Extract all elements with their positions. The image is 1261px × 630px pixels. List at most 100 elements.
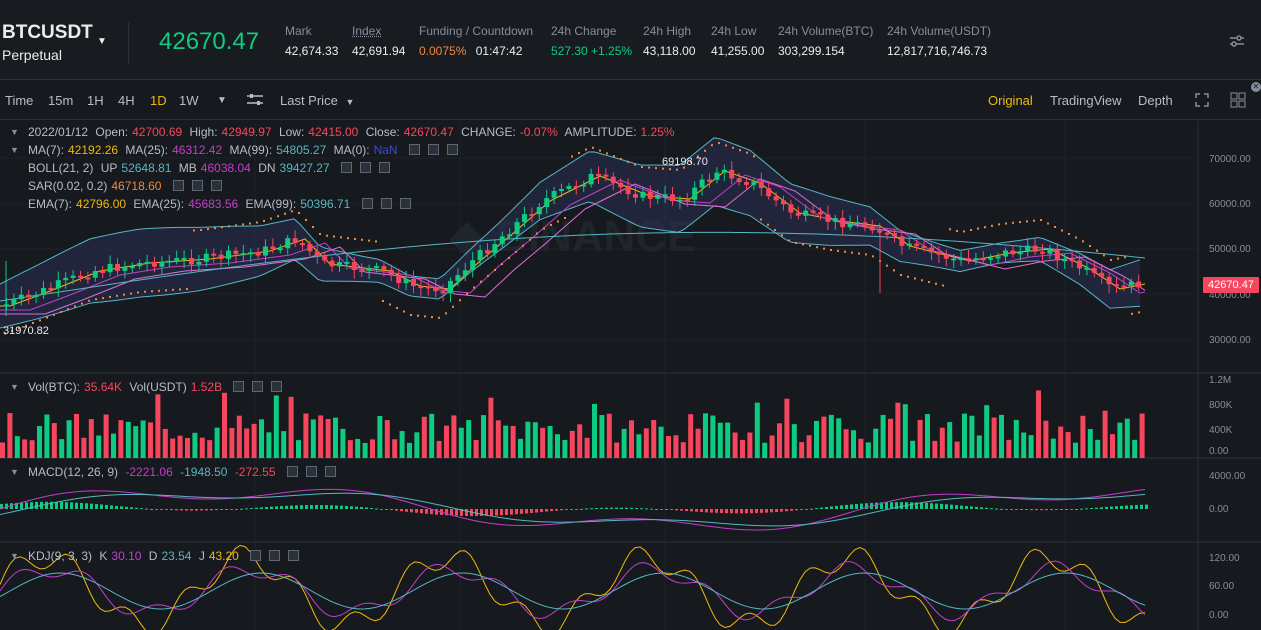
volume-bar <box>917 419 923 458</box>
volume-bar <box>836 418 842 458</box>
candle-body <box>721 169 727 173</box>
macd-hist-bar <box>10 503 13 509</box>
current-price-tag: 42670.47 <box>1203 277 1259 293</box>
layout-grid-icon[interactable] <box>1230 92 1246 108</box>
symbol-dropdown-icon[interactable]: ▼ <box>97 36 107 47</box>
sar-dot <box>998 223 1000 226</box>
macd-hist-bar <box>1015 509 1018 510</box>
eye-icon[interactable] <box>233 381 245 392</box>
collapse-arrow-icon[interactable]: ▼ <box>10 382 19 392</box>
candle-body <box>159 261 165 267</box>
macd-hist-bar <box>950 504 953 509</box>
interval-1w[interactable]: 1W <box>179 93 199 108</box>
interval-15m[interactable]: 15m <box>48 93 74 108</box>
kdj-k-value: 30.10 <box>111 549 142 563</box>
sar-dot <box>39 319 41 322</box>
gear-icon[interactable] <box>191 180 203 191</box>
sar-dot <box>46 316 48 319</box>
macd-hist-bar <box>680 509 683 511</box>
collapse-arrow-icon[interactable]: ▼ <box>10 551 19 561</box>
gear-icon[interactable] <box>359 162 371 173</box>
more-intervals-dropdown-icon[interactable]: ▼ <box>217 95 227 106</box>
sar-dot <box>984 226 986 229</box>
eye-icon[interactable] <box>286 466 298 477</box>
candle-body <box>455 275 461 281</box>
interval-1h[interactable]: 1H <box>87 93 104 108</box>
sar-dot <box>123 293 125 296</box>
close-icon[interactable] <box>446 144 458 155</box>
sar-dot <box>179 288 181 291</box>
macd-hist-bar <box>355 506 358 509</box>
symbol-name[interactable]: BTCUSDT <box>2 22 93 43</box>
eye-icon[interactable] <box>340 162 352 173</box>
close-icon[interactable] <box>399 198 411 209</box>
view-depth[interactable]: Depth <box>1138 93 1173 108</box>
candle-body <box>892 233 897 237</box>
candle-body <box>41 287 46 295</box>
price-axis-label: 30000.00 <box>1209 335 1251 346</box>
volume-bar <box>229 427 235 458</box>
eye-icon[interactable] <box>361 198 373 209</box>
volume-bar <box>148 422 153 458</box>
sar-dot <box>347 237 349 240</box>
candle-body <box>388 269 394 275</box>
close-icon[interactable] <box>271 381 283 392</box>
gear-icon[interactable] <box>427 144 439 155</box>
candle-body <box>988 257 994 260</box>
volume-bar <box>1124 418 1130 458</box>
view-tradingview[interactable]: TradingView <box>1050 93 1122 108</box>
bollinger-band <box>0 137 1141 329</box>
interval-1d[interactable]: 1D <box>150 93 167 108</box>
sar-dot <box>284 212 286 215</box>
close-icon[interactable] <box>288 550 300 561</box>
candle-body <box>751 181 757 185</box>
gear-icon[interactable] <box>269 550 281 561</box>
volume-bar <box>421 416 427 458</box>
close-icon[interactable] <box>324 466 336 477</box>
sar-dot <box>200 229 202 231</box>
gear-icon[interactable] <box>380 198 392 209</box>
collapse-arrow-icon[interactable]: ▼ <box>10 127 19 137</box>
sar-dot <box>809 244 811 247</box>
stat-index[interactable]: Index 42,691.94 <box>352 24 405 58</box>
candle-body <box>277 248 283 251</box>
stat-label[interactable]: Index <box>352 24 382 38</box>
macd-hist-bar <box>965 506 968 509</box>
ohlc-low: 42415.00 <box>308 125 359 139</box>
volume-bar <box>244 428 250 458</box>
close-icon[interactable] <box>210 180 222 191</box>
indicator-settings-icon[interactable] <box>246 92 264 108</box>
fullscreen-icon[interactable] <box>1194 92 1210 108</box>
ema-legend: EMA(7): 42796.00 EMA(25): 45683.56 EMA(99)… <box>28 197 415 211</box>
candle-body <box>507 234 513 237</box>
gear-icon[interactable] <box>305 466 317 477</box>
interval-4h[interactable]: 4H <box>118 93 135 108</box>
candle-body <box>973 258 979 261</box>
eye-icon[interactable] <box>172 180 184 191</box>
kline-chart[interactable]: ◆ BINANCE ▼ 2022/01/12 Open: 42700.69 Hig… <box>0 121 1261 630</box>
collapse-arrow-icon[interactable]: ▼ <box>10 145 19 155</box>
close-icon[interactable]: ✕ <box>1251 82 1261 92</box>
settings-sliders-icon[interactable] <box>1228 32 1246 50</box>
candle-body <box>729 169 735 179</box>
price-type-select[interactable]: Last Price ▼ <box>280 93 354 108</box>
macd-hist-bar <box>15 502 18 509</box>
sar-dot <box>823 247 825 250</box>
eye-icon[interactable] <box>408 144 420 155</box>
eye-icon[interactable] <box>250 550 262 561</box>
gear-icon[interactable] <box>252 381 264 392</box>
sar-dot <box>1068 233 1070 235</box>
macd-hist-bar <box>1040 509 1043 511</box>
time-label[interactable]: Time <box>5 93 34 108</box>
macd-hist-bar <box>425 509 428 514</box>
collapse-arrow-icon[interactable]: ▼ <box>10 467 19 477</box>
contract-type[interactable]: Perpetual <box>2 47 62 63</box>
macd-hist-bar <box>155 509 158 510</box>
macd-hist-bar <box>130 507 133 509</box>
close-icon[interactable] <box>378 162 390 173</box>
ma7-label: MA(7): <box>28 143 64 157</box>
macd-hist-bar <box>125 506 128 509</box>
chart-canvas[interactable]: ◆ BINANCE <box>0 121 1261 630</box>
volume-bar <box>392 439 398 458</box>
view-original[interactable]: Original <box>988 93 1033 108</box>
